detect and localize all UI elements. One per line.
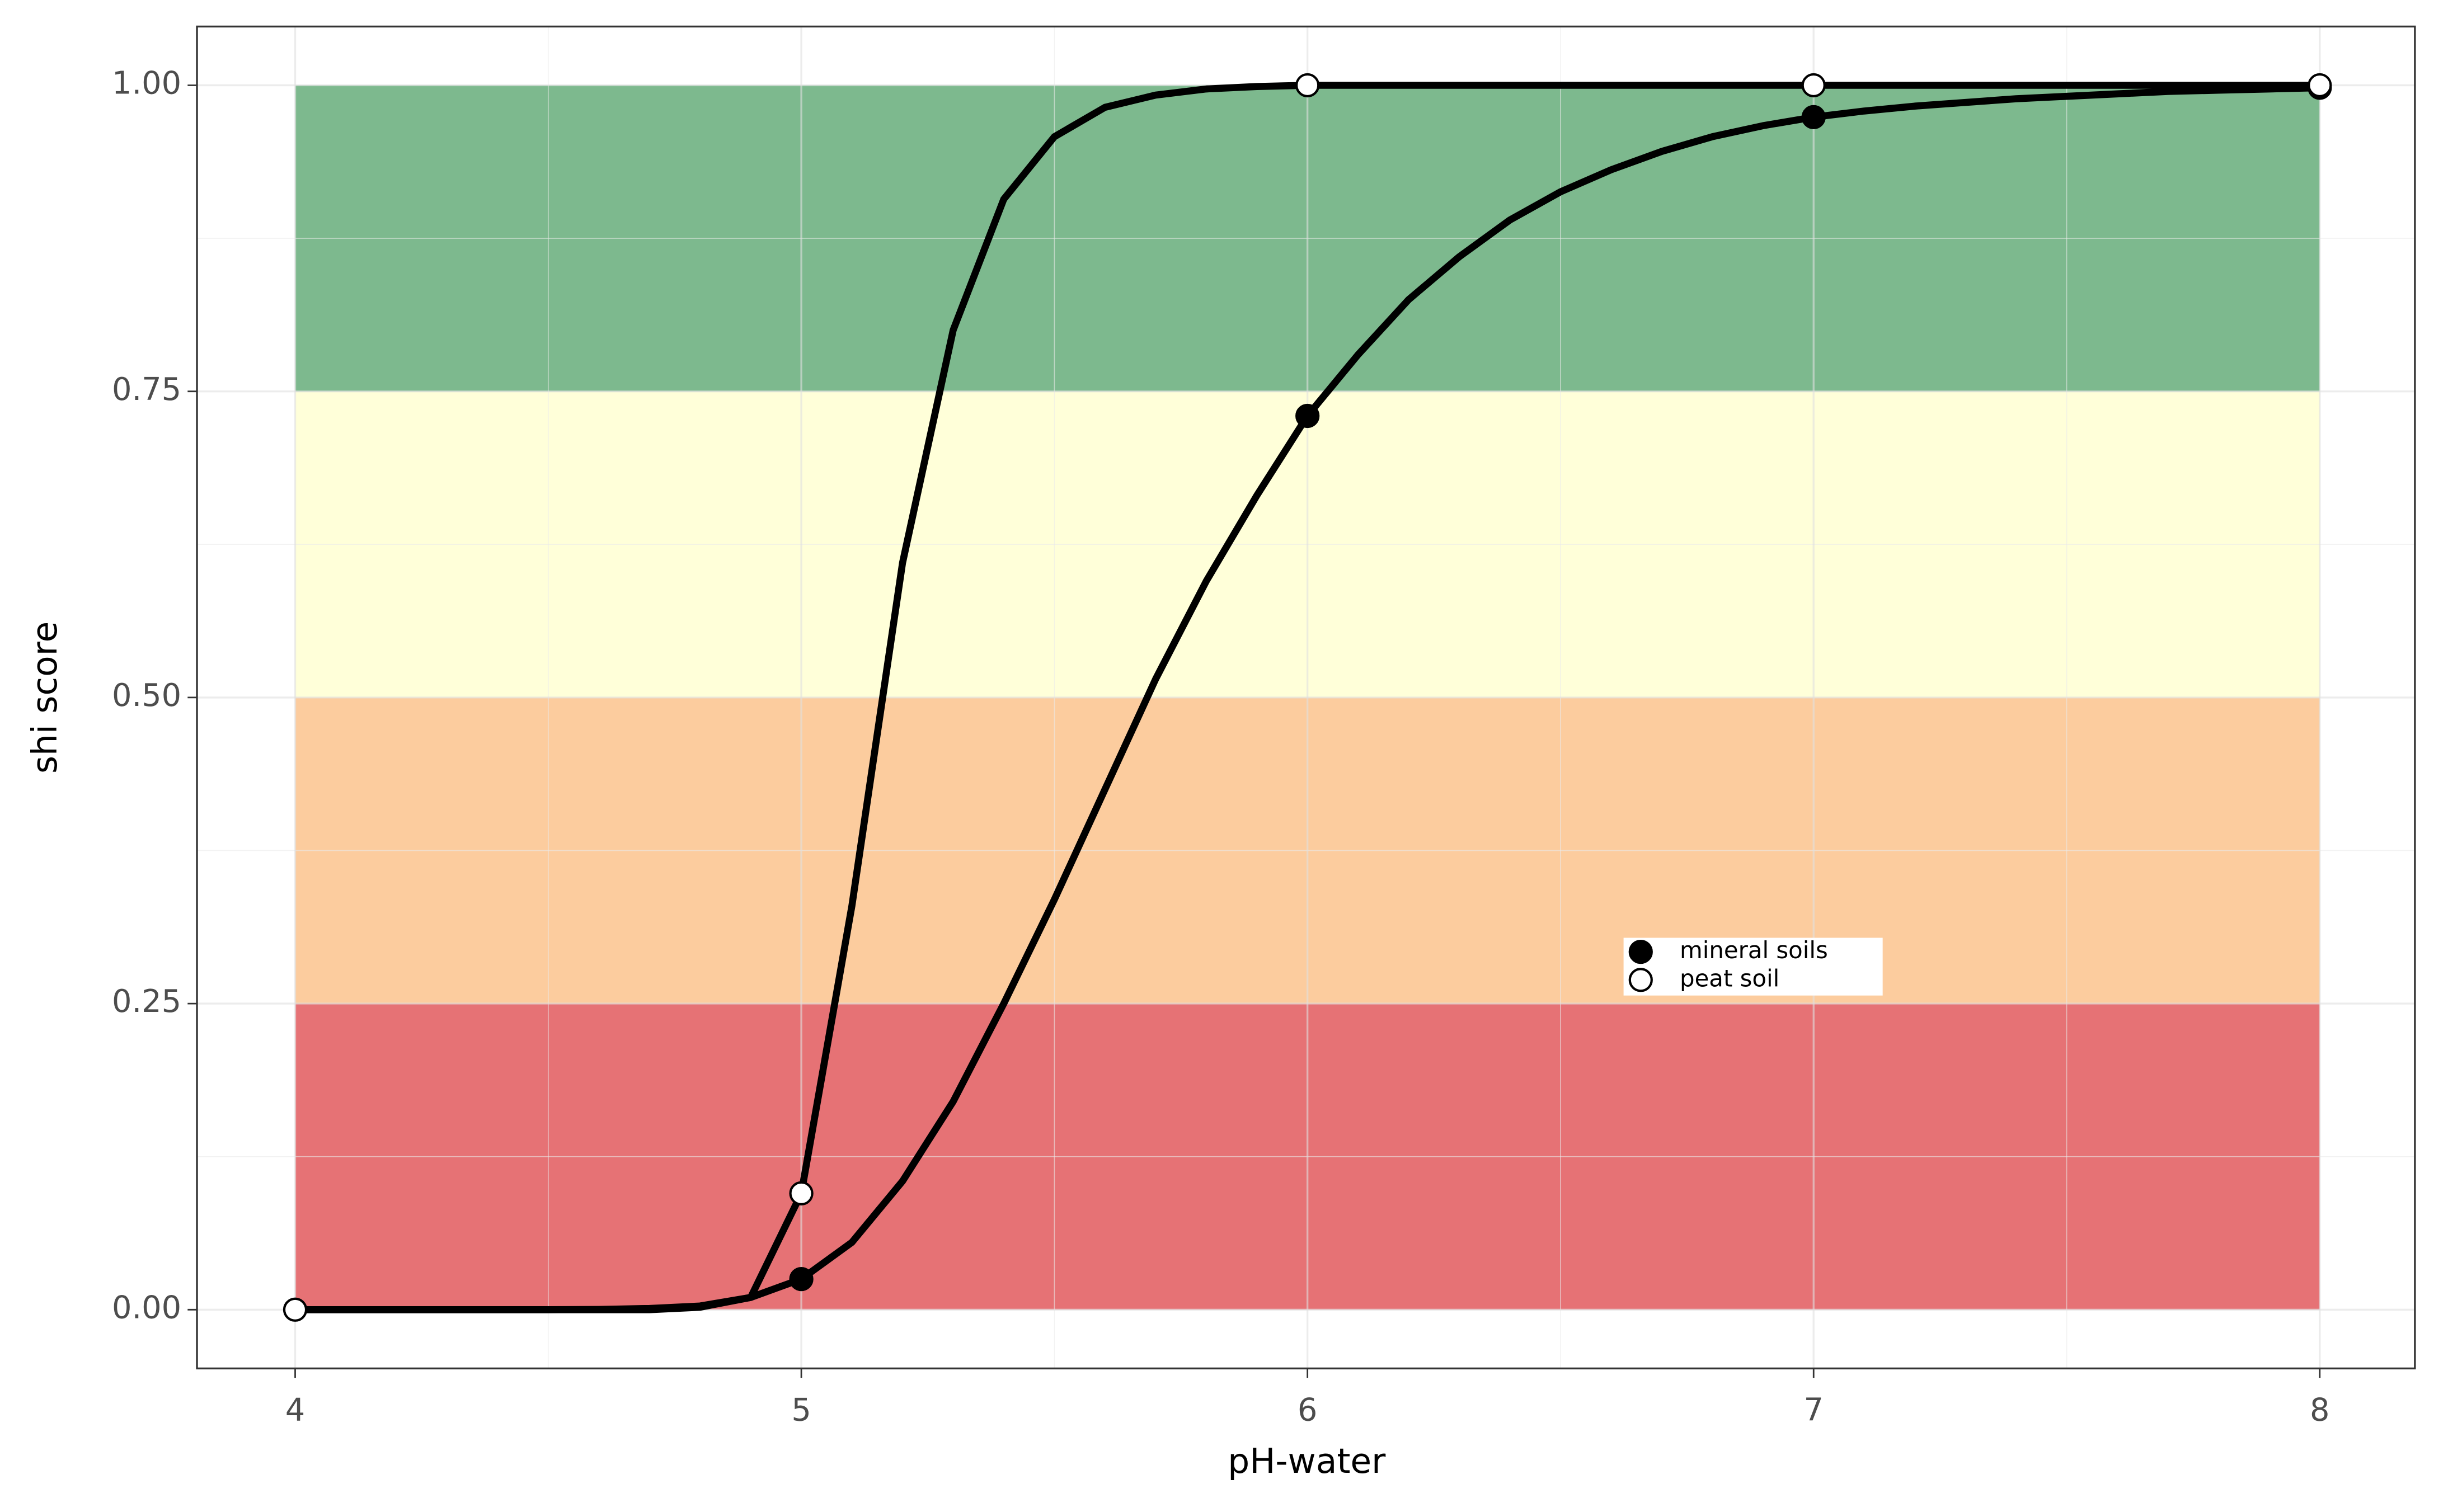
legend-box [1623, 938, 1883, 996]
legend-label: peat soil [1680, 964, 1779, 992]
legend-marker [1628, 968, 1653, 992]
y-tick-label: 0.25 [112, 983, 181, 1020]
y-axis-title: shi score [25, 621, 65, 774]
y-tick-label: 0.00 [112, 1289, 181, 1326]
x-axis-title: pH-water [1228, 1442, 1386, 1481]
y-tick-label: 1.00 [112, 65, 181, 102]
x-tick-label: 8 [2310, 1392, 2329, 1429]
x-tick-label: 4 [285, 1392, 305, 1429]
x-tick-label: 6 [1298, 1392, 1317, 1429]
y-tick-label: 0.50 [112, 677, 181, 714]
point [789, 1181, 814, 1205]
plot-border [196, 25, 2416, 1370]
x-tick-label: 5 [791, 1392, 811, 1429]
point [1801, 105, 1826, 130]
point [2308, 73, 2332, 98]
point [283, 1297, 308, 1322]
point [1295, 73, 1320, 98]
point [1295, 403, 1320, 428]
y-tick-label: 0.75 [112, 371, 181, 408]
point [1801, 73, 1826, 98]
legend-label: mineral soils [1680, 936, 1828, 964]
legend-marker [1628, 939, 1653, 964]
x-tick-label: 7 [1803, 1392, 1823, 1429]
point [789, 1266, 814, 1292]
